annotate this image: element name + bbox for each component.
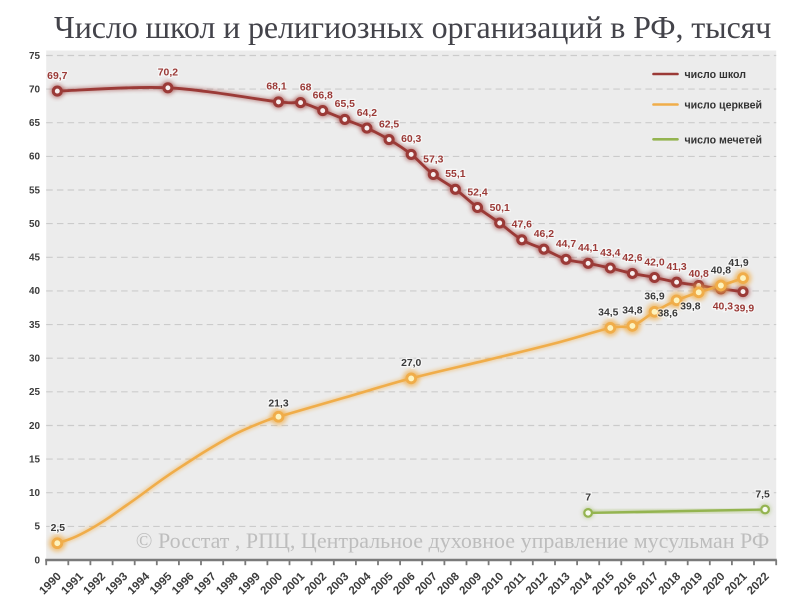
svg-text:43,4: 43,4 (600, 248, 620, 259)
svg-text:44,7: 44,7 (556, 239, 576, 250)
svg-text:60,3: 60,3 (401, 134, 421, 145)
svg-text:64,2: 64,2 (357, 108, 377, 119)
svg-text:66,8: 66,8 (313, 90, 333, 101)
svg-text:60: 60 (29, 152, 40, 163)
svg-text:число мечетей: число мечетей (685, 134, 763, 146)
svg-text:15: 15 (29, 454, 40, 465)
svg-text:50: 50 (29, 219, 40, 230)
svg-text:35: 35 (29, 320, 40, 331)
svg-text:41,9: 41,9 (728, 258, 748, 269)
svg-text:42,0: 42,0 (644, 257, 664, 268)
svg-text:20: 20 (29, 421, 40, 432)
svg-text:27,0: 27,0 (401, 358, 421, 369)
svg-text:65,5: 65,5 (335, 99, 355, 110)
svg-text:40,8: 40,8 (689, 269, 709, 280)
svg-text:36,9: 36,9 (644, 292, 664, 303)
svg-text:число школ: число школ (685, 69, 747, 81)
svg-text:46,2: 46,2 (534, 229, 554, 240)
svg-text:75: 75 (29, 51, 40, 62)
svg-text:© Росстат , РПЦ, Центральное д: © Росстат , РПЦ, Центральное духовное уп… (136, 528, 770, 553)
svg-text:7,5: 7,5 (755, 489, 770, 500)
svg-text:44,1: 44,1 (578, 243, 598, 254)
svg-text:40,8: 40,8 (711, 265, 731, 276)
svg-text:10: 10 (29, 488, 40, 499)
svg-text:0: 0 (35, 555, 41, 566)
svg-text:68,1: 68,1 (266, 82, 286, 93)
svg-text:40: 40 (29, 286, 40, 297)
svg-text:65: 65 (29, 118, 40, 129)
svg-text:5: 5 (35, 522, 41, 533)
svg-text:30: 30 (29, 354, 40, 365)
svg-text:40,3: 40,3 (713, 301, 733, 312)
svg-text:62,5: 62,5 (379, 119, 399, 130)
svg-text:21,3: 21,3 (268, 399, 288, 410)
svg-text:34,8: 34,8 (622, 306, 642, 317)
svg-text:70: 70 (29, 84, 40, 95)
svg-text:Число школ и религиозных орган: Число школ и религиозных организаций в Р… (54, 9, 771, 45)
svg-text:2,5: 2,5 (51, 523, 66, 534)
svg-text:42,6: 42,6 (622, 253, 642, 264)
svg-text:70,2: 70,2 (158, 68, 178, 79)
svg-text:69,7: 69,7 (47, 71, 67, 82)
svg-text:39,8: 39,8 (680, 301, 700, 312)
svg-text:39,9: 39,9 (734, 304, 754, 315)
svg-text:41,3: 41,3 (666, 262, 686, 273)
svg-text:38,6: 38,6 (658, 308, 678, 319)
svg-text:55,1: 55,1 (445, 169, 465, 180)
svg-text:7: 7 (585, 493, 591, 504)
svg-text:52,4: 52,4 (467, 187, 487, 198)
svg-text:число церквей: число церквей (685, 100, 763, 112)
svg-text:68: 68 (300, 82, 312, 93)
svg-text:57,3: 57,3 (423, 154, 443, 165)
svg-text:45: 45 (29, 253, 40, 264)
svg-text:25: 25 (29, 387, 40, 398)
svg-text:55: 55 (29, 185, 40, 196)
svg-text:47,6: 47,6 (512, 220, 532, 231)
svg-text:50,1: 50,1 (490, 203, 510, 214)
svg-text:34,5: 34,5 (598, 308, 618, 319)
